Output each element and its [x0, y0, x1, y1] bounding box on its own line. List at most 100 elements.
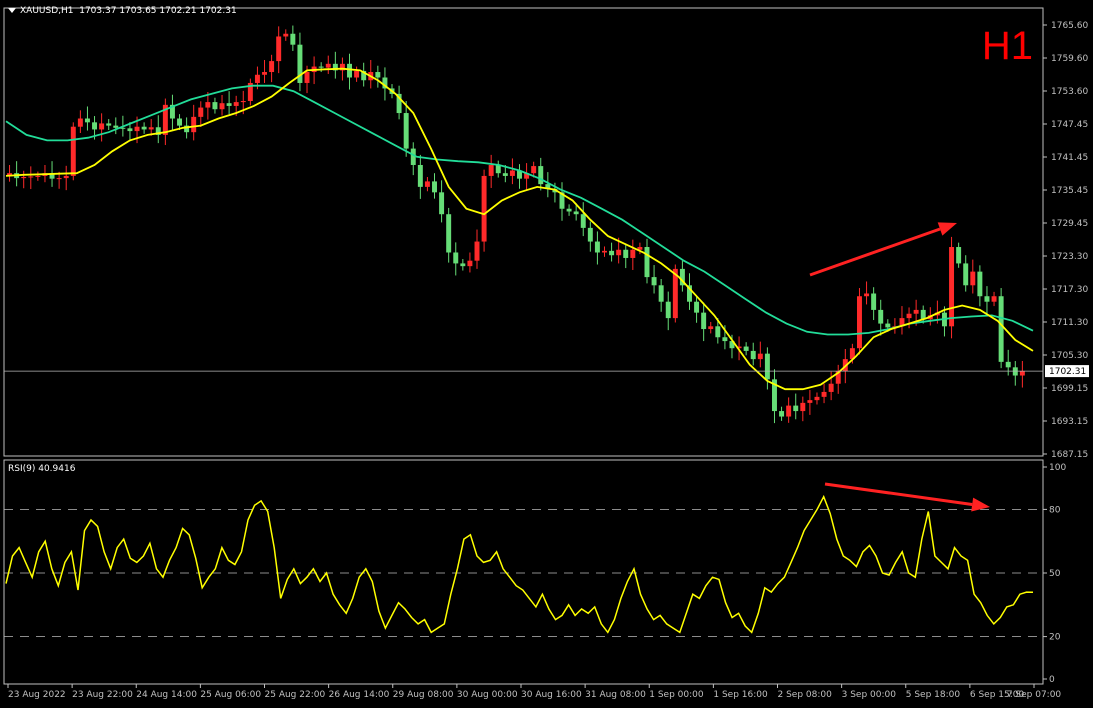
candle-body: [35, 175, 41, 177]
candle-body: [949, 247, 955, 327]
candle-body: [162, 104, 168, 135]
current-price-label: 1702.31: [1049, 367, 1086, 377]
price-tick-label: 1717.30: [1051, 285, 1088, 295]
candle-body: [502, 173, 508, 176]
candle-body: [226, 103, 232, 106]
time-tick-label: 24 Aug 14:00: [136, 690, 197, 700]
candle-body: [191, 116, 197, 133]
candle-body: [538, 166, 544, 185]
candle-body: [644, 247, 650, 278]
candle-body: [970, 271, 976, 286]
candle-body: [587, 227, 593, 242]
candle-body: [524, 173, 530, 179]
arrow-shaft: [824, 482, 973, 507]
time-tick-label: 3 Sep 00:00: [842, 690, 897, 700]
rsi-divergence-arrow: [824, 482, 990, 512]
rsi-title: RSI(9) 40.9416: [8, 464, 76, 474]
candle-body: [517, 170, 522, 179]
candle-body: [134, 126, 140, 132]
rsi-tick-label: 50: [1049, 569, 1061, 579]
price-panel: [3, 7, 1044, 457]
candle-body: [849, 348, 855, 360]
candle-body: [594, 241, 600, 253]
candle-body: [998, 296, 1004, 362]
annotation-arrows: [809, 222, 990, 512]
candle-body: [772, 379, 777, 412]
candle-body: [630, 249, 636, 258]
ohlc-readout: 1703.37 1703.65 1702.21 1702.31: [79, 6, 237, 16]
candle-body: [262, 72, 267, 75]
candle-body: [212, 102, 218, 110]
candle-body: [254, 74, 260, 83]
candle-body: [991, 296, 997, 302]
symbol-label: XAUUSD,H1: [20, 6, 74, 16]
candle-body: [361, 70, 367, 81]
candle-body: [70, 126, 76, 176]
dropdown-triangle-icon[interactable]: [8, 8, 16, 13]
candle-body: [127, 128, 133, 132]
candle-body: [701, 312, 707, 330]
candle-body: [354, 70, 360, 78]
candle-body: [347, 63, 352, 78]
candle-body: [297, 44, 303, 83]
candle-body: [155, 127, 161, 135]
candle-body: [509, 170, 515, 176]
arrow-head: [971, 497, 990, 512]
candle-body: [453, 252, 459, 264]
candle-body: [821, 391, 827, 397]
candle-body: [446, 214, 452, 253]
price-tick-label: 1711.30: [1051, 318, 1088, 328]
candle-body: [382, 77, 388, 89]
candle-body: [410, 148, 416, 165]
candle-body: [899, 318, 905, 327]
rsi-panel-border: [3, 459, 1044, 685]
candle-body: [332, 63, 338, 71]
rsi-line: [5, 494, 1034, 634]
candle-body: [481, 175, 487, 242]
candle-body: [764, 353, 770, 380]
candle-body: [616, 249, 622, 256]
candle-body: [177, 118, 183, 126]
time-tick-label: 23 Aug 2022: [8, 690, 66, 700]
ma-slow-line: [5, 84, 1034, 336]
candle-body: [566, 208, 572, 212]
price-tick-label: 1723.30: [1051, 252, 1088, 262]
candle-body: [722, 337, 728, 342]
candle-body: [637, 247, 643, 250]
candle-body: [269, 61, 275, 73]
candle-body: [779, 411, 785, 417]
candle-body: [417, 164, 423, 187]
candle-body: [7, 173, 13, 176]
ma-fast-line: [5, 67, 1034, 391]
candle-body: [21, 177, 27, 179]
candle-body: [325, 63, 331, 68]
candle-body: [1005, 361, 1011, 368]
candle-body: [439, 192, 445, 215]
candle-body: [715, 326, 721, 338]
rsi-tick-label: 100: [1049, 463, 1066, 473]
rsi-tick-label: 0: [1049, 675, 1055, 685]
candle-body: [141, 126, 147, 130]
candle-body: [793, 405, 799, 412]
candle-body: [885, 323, 891, 328]
candle-body: [318, 66, 324, 68]
time-tick-label: 31 Aug 08:00: [585, 690, 646, 700]
candle-body: [573, 211, 579, 215]
candle-body: [1019, 371, 1025, 376]
candle-body: [375, 72, 381, 78]
candle-body: [871, 293, 877, 310]
time-tick-label: 2 Sep 08:00: [778, 690, 833, 700]
candle-body: [198, 107, 204, 117]
candle-body: [878, 309, 884, 324]
price-tick-label: 1687.15: [1051, 450, 1088, 460]
candle-body: [750, 350, 756, 360]
rsi-tick-label: 20: [1049, 633, 1061, 643]
candle-body: [658, 285, 664, 302]
candle-body: [460, 263, 466, 267]
price-tick-label: 1705.30: [1051, 351, 1088, 361]
candle-body: [424, 181, 430, 187]
chart-title[interactable]: XAUUSD,H1 1703.37 1703.65 1702.21 1702.3…: [8, 6, 237, 16]
candle-body: [77, 118, 83, 127]
candle-body: [106, 123, 112, 126]
